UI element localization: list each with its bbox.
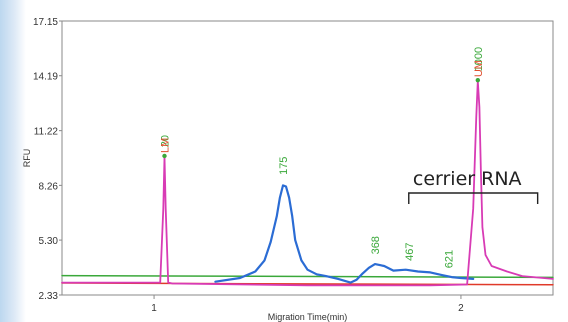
- plot-frame: [61, 20, 554, 296]
- marker-dot: [475, 77, 481, 83]
- left-edge-shading: [0, 0, 26, 322]
- y-tick-label: 5.30: [39, 236, 59, 247]
- y-tick-label: 2.33: [39, 291, 59, 302]
- peak-size-label: 467: [404, 243, 416, 261]
- peak-size-label: 20: [159, 135, 171, 147]
- trace-line: [61, 80, 554, 287]
- y-tick-label: 11.22: [34, 127, 59, 138]
- marker-label: UM: [473, 60, 485, 77]
- peak-size-label: 621: [444, 250, 456, 268]
- peak-labels: 20 175 368 467 621 1000 LM UM: [159, 47, 484, 268]
- annotation-text: cerrier RNA: [413, 168, 522, 190]
- marker-dot: [162, 153, 167, 159]
- y-tick-label: 14.19: [33, 72, 58, 83]
- x-axis-title: Migration Time(min): [268, 312, 348, 322]
- traces: [61, 80, 554, 287]
- trace-line: [214, 184, 475, 284]
- y-tick-label: 8.26: [39, 181, 59, 192]
- peak-size-label: 1000: [473, 47, 485, 71]
- y-axis: 2.33 5.30 8.26 11.22 14.19 17.15: [33, 17, 62, 302]
- plot-area: 20 175 368 467 621 1000 LM UM cerrier RNA: [61, 20, 554, 296]
- carrier-rna-annotation: cerrier RNA: [408, 168, 539, 204]
- y-axis-title: RFU: [22, 149, 32, 168]
- marker-label: LM: [159, 138, 171, 153]
- peak-size-label: 175: [278, 157, 290, 175]
- x-tick-label: 1: [151, 303, 157, 314]
- y-tick-label: 17.15: [33, 17, 58, 28]
- x-tick-label: 2: [458, 303, 464, 314]
- peak-size-label: 368: [370, 236, 382, 254]
- annotation-bracket: [408, 192, 539, 204]
- trace-line: [61, 274, 554, 279]
